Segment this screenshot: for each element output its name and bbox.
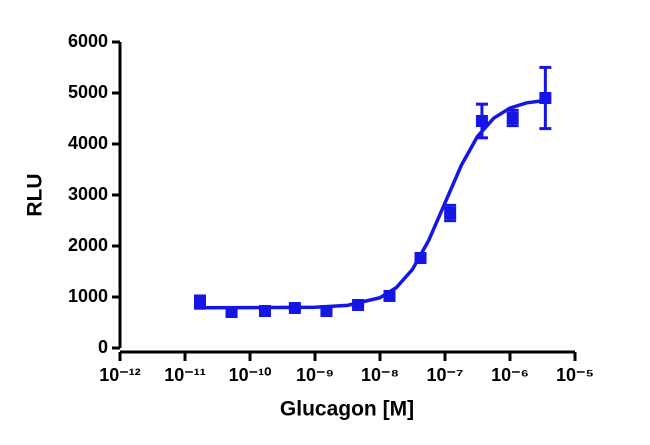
x-tick-label: 10⁻¹⁰ [229,365,272,385]
x-axis-title: Glucagon [M] [280,398,414,421]
data-point [193,296,206,309]
x-tick-label: 10⁻⁹ [296,365,334,385]
y-tick-label: 3000 [68,184,108,204]
y-tick-label: 1000 [68,286,108,306]
y-tick-label: 5000 [68,82,108,102]
y-tick-label: 6000 [68,31,108,51]
x-tick-label: 10⁻¹² [99,365,141,385]
y-axis-title: RLU [24,173,47,216]
data-point [475,114,488,127]
data-point [444,207,457,220]
x-tick-label: 10⁻⁸ [361,365,399,385]
y-tick-label: 4000 [68,133,108,153]
x-tick-label: 10⁻⁷ [427,365,464,385]
x-tick-label: 10⁻⁵ [556,365,594,385]
fit-curve [199,98,546,310]
y-tick-label: 0 [98,337,108,357]
x-tick-label: 10⁻⁶ [491,365,529,385]
x-tick-label: 10⁻¹¹ [164,365,206,385]
y-tick-label: 2000 [68,235,108,255]
data-point [506,111,519,124]
